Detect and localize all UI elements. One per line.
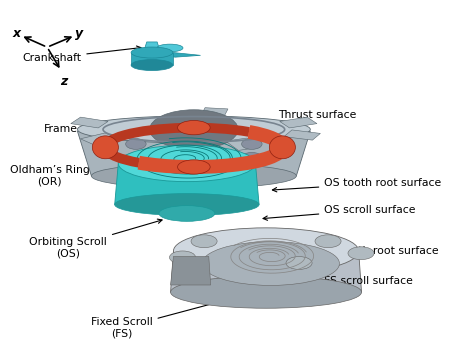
Text: y: y [75,27,83,40]
Polygon shape [115,163,259,205]
Text: OS scroll surface: OS scroll surface [263,205,416,220]
Ellipse shape [242,153,262,163]
Ellipse shape [286,257,312,270]
Ellipse shape [269,136,295,159]
Ellipse shape [178,160,210,174]
Polygon shape [226,138,260,150]
Polygon shape [143,42,161,55]
Polygon shape [284,130,320,140]
Ellipse shape [315,235,341,248]
Ellipse shape [126,139,146,149]
Ellipse shape [115,194,259,215]
Polygon shape [71,117,108,128]
Text: Crankshaft: Crankshaft [22,46,141,63]
Ellipse shape [131,47,173,58]
Ellipse shape [91,163,296,188]
Text: Thrust surface: Thrust surface [240,110,356,132]
Text: OS tooth root surface: OS tooth root surface [273,178,441,192]
Ellipse shape [171,276,362,308]
Ellipse shape [173,228,359,274]
Text: Orbiting Scroll
(OS): Orbiting Scroll (OS) [29,219,162,258]
Ellipse shape [348,247,374,260]
Polygon shape [200,108,228,119]
Text: FS tooth root surface: FS tooth root surface [286,246,439,265]
Polygon shape [171,256,210,285]
Polygon shape [77,131,310,176]
Ellipse shape [191,235,217,248]
Ellipse shape [77,116,310,143]
Text: Oldham’s Ring
(OR): Oldham’s Ring (OR) [9,158,125,187]
Text: z: z [60,75,67,88]
Ellipse shape [159,206,215,222]
Polygon shape [81,133,118,145]
Polygon shape [139,52,201,57]
Polygon shape [171,251,362,292]
Ellipse shape [118,145,255,182]
Ellipse shape [92,136,118,159]
Polygon shape [131,52,173,65]
Text: x: x [12,27,20,40]
Ellipse shape [242,139,262,149]
Text: Fixed Scroll
(FS): Fixed Scroll (FS) [91,299,225,339]
Ellipse shape [126,153,146,163]
Ellipse shape [178,121,210,135]
Polygon shape [159,205,215,214]
Ellipse shape [150,110,238,149]
Ellipse shape [157,44,183,52]
Ellipse shape [170,251,196,264]
Ellipse shape [202,242,339,285]
Ellipse shape [131,60,173,71]
Text: Frame: Frame [44,121,129,134]
Text: FS scroll surface: FS scroll surface [273,276,413,297]
Polygon shape [280,117,317,128]
